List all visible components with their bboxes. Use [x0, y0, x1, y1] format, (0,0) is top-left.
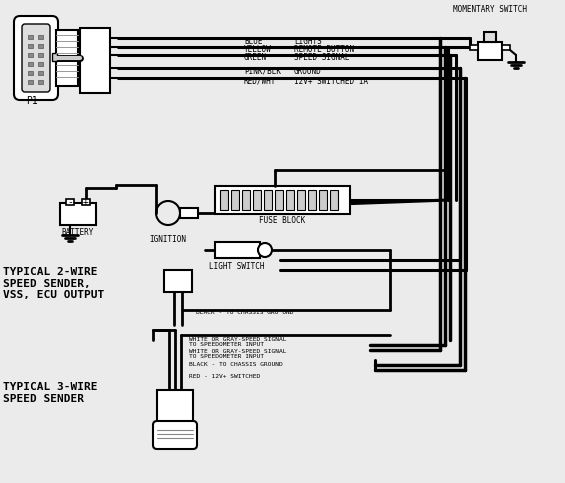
- Bar: [52, 53, 57, 61]
- FancyBboxPatch shape: [14, 16, 58, 100]
- Text: RED/WHT: RED/WHT: [244, 76, 276, 85]
- Text: WHITE OR GRAY-SPEED SIGNAL
TO SPEEDOMETER INPUT: WHITE OR GRAY-SPEED SIGNAL TO SPEEDOMETE…: [189, 337, 286, 347]
- Bar: [60, 203, 96, 225]
- Bar: [66, 199, 74, 205]
- Text: RED - 12V+ SWITCHED: RED - 12V+ SWITCHED: [189, 373, 260, 379]
- Circle shape: [258, 243, 272, 257]
- Bar: [157, 390, 193, 435]
- Bar: [56, 30, 78, 86]
- Bar: [319, 190, 327, 210]
- Bar: [264, 190, 272, 210]
- Text: +: +: [83, 197, 89, 207]
- Bar: [28, 44, 33, 48]
- Text: BLUE: BLUE: [244, 37, 263, 45]
- Text: MOMENTARY SWITCH: MOMENTARY SWITCH: [453, 5, 527, 14]
- Text: WHITE OR GRAY-SPEED SIGNAL
TO SPEEDOMETER INPUT: WHITE OR GRAY-SPEED SIGNAL TO SPEEDOMETE…: [189, 349, 286, 359]
- Text: FUSE BLOCK: FUSE BLOCK: [259, 216, 306, 225]
- FancyBboxPatch shape: [22, 24, 50, 92]
- Bar: [484, 32, 496, 42]
- Bar: [38, 53, 43, 57]
- Bar: [215, 186, 350, 214]
- Text: REMOTE BUTTON: REMOTE BUTTON: [294, 45, 354, 55]
- FancyBboxPatch shape: [153, 421, 197, 449]
- Text: IGNITION: IGNITION: [150, 235, 186, 244]
- Bar: [180, 208, 198, 218]
- Text: BATTERY: BATTERY: [62, 228, 94, 237]
- Bar: [28, 53, 33, 57]
- Bar: [220, 190, 228, 210]
- Text: GROUND: GROUND: [294, 67, 321, 75]
- Text: TYPICAL 3-WIRE
SPEED SENDER: TYPICAL 3-WIRE SPEED SENDER: [3, 382, 98, 404]
- Bar: [38, 80, 43, 84]
- Text: 12V+ SWITCHED 1A: 12V+ SWITCHED 1A: [294, 76, 368, 85]
- Text: -: -: [67, 197, 73, 207]
- Bar: [28, 71, 33, 75]
- Bar: [470, 45, 478, 50]
- Bar: [38, 71, 43, 75]
- Bar: [502, 45, 510, 50]
- Bar: [297, 190, 305, 210]
- Bar: [286, 190, 294, 210]
- Bar: [231, 190, 239, 210]
- Text: LIGHTS: LIGHTS: [294, 37, 321, 45]
- Text: P1: P1: [26, 96, 38, 106]
- Bar: [28, 62, 33, 66]
- Bar: [275, 190, 283, 210]
- Text: GREEN: GREEN: [244, 54, 267, 62]
- Bar: [82, 199, 90, 205]
- Bar: [308, 190, 316, 210]
- Bar: [38, 44, 43, 48]
- Bar: [215, 242, 260, 258]
- Bar: [242, 190, 250, 210]
- Bar: [28, 35, 33, 39]
- Bar: [28, 80, 33, 84]
- Bar: [164, 270, 192, 292]
- Text: LIGHT SWITCH: LIGHT SWITCH: [209, 262, 265, 271]
- Bar: [478, 42, 502, 60]
- Bar: [80, 28, 110, 93]
- Text: TYPICAL 2-WIRE
SPEED SENDER,
VSS, ECU OUTPUT: TYPICAL 2-WIRE SPEED SENDER, VSS, ECU OU…: [3, 267, 105, 300]
- Bar: [38, 62, 43, 66]
- Text: SPEED SIGNAL: SPEED SIGNAL: [294, 54, 350, 62]
- Text: BLACK - TO CHASSIS GROUND: BLACK - TO CHASSIS GROUND: [189, 363, 282, 368]
- Text: BLACK - TO CHASSIS GRO UND: BLACK - TO CHASSIS GRO UND: [196, 310, 293, 314]
- Bar: [330, 190, 338, 210]
- Text: PINK/BLK: PINK/BLK: [244, 67, 281, 75]
- Bar: [253, 190, 261, 210]
- Text: YELLOW: YELLOW: [244, 45, 272, 55]
- Bar: [38, 35, 43, 39]
